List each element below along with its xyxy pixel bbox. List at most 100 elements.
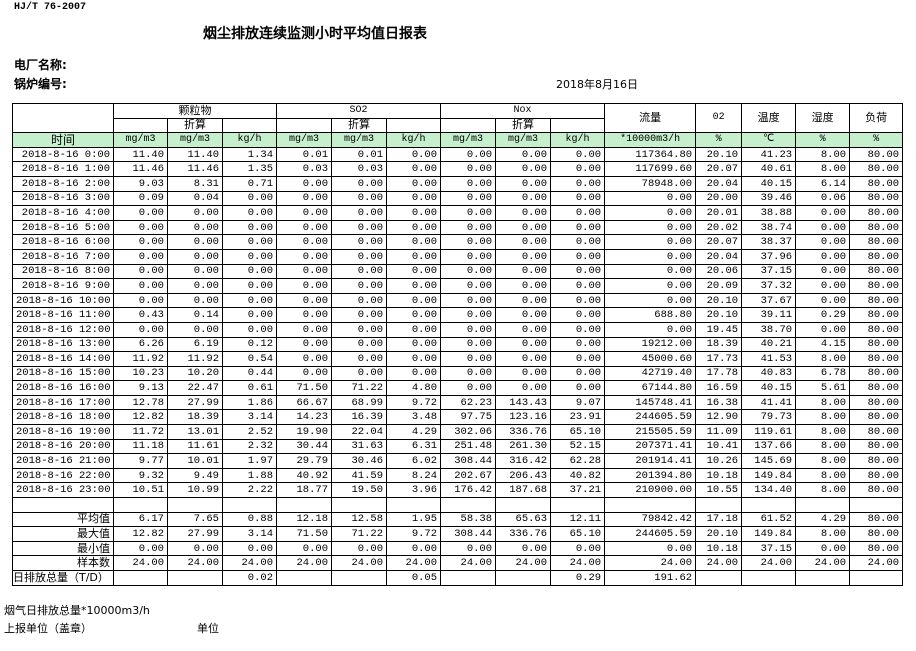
footer: 烟气日排放总量*10000m3/h 上报单位（盖章） 单位 (4, 604, 604, 644)
cell: 0.00 (440, 234, 497, 250)
summary-row-label: 样本数 (12, 555, 114, 571)
cell: 0.00 (386, 205, 442, 221)
cell: 20.07 (695, 161, 743, 177)
cell: 0.00 (550, 307, 606, 323)
cell: 37.67 (741, 292, 797, 309)
cell: 4.15 (795, 336, 851, 353)
cell: 1.35 (221, 161, 278, 177)
cell: 24.00 (386, 555, 442, 571)
cell: 210900.00 (604, 482, 697, 499)
cell: 8.00 (795, 409, 851, 426)
cell: 12.18 (276, 511, 333, 528)
cell: 11.92 (113, 351, 168, 367)
cell: 0.00 (386, 321, 442, 338)
unit-cell: % (795, 132, 851, 148)
blank-cell (440, 497, 497, 513)
cell: 13.01 (167, 424, 223, 440)
boiler-number-label: 锅炉编号: (14, 77, 67, 91)
cell: 5.61 (795, 380, 851, 396)
cell: 80.00 (849, 438, 904, 455)
cell: 0.00 (495, 175, 552, 192)
cell: 38.70 (741, 321, 797, 338)
cell: 0.00 (440, 205, 497, 221)
cell: 0.00 (795, 263, 851, 280)
cell: 80.00 (849, 234, 904, 250)
cell: 14.23 (276, 409, 333, 426)
cell: 191.62 (604, 570, 697, 586)
cell: 0.00 (276, 307, 333, 323)
cell: 0.00 (495, 234, 552, 250)
table-row: 2018-8-16 12:00 0.00 0.00 0.00 0.00 0.00 0.00 0… (12, 321, 904, 338)
cell: 12.78 (113, 394, 168, 411)
cell: 62.28 (550, 453, 606, 469)
header-blank (386, 117, 442, 134)
cell: 0.54 (221, 351, 278, 367)
cell: 0.00 (331, 292, 388, 309)
cell: 145748.41 (604, 394, 697, 411)
unit-cell: kg/h (386, 132, 442, 148)
cell: 0.03 (331, 161, 388, 177)
cell: 0.00 (331, 205, 388, 221)
cell: 0.00 (386, 365, 442, 382)
cell: 0.00 (550, 146, 606, 163)
cell: 0.00 (113, 292, 168, 309)
unit-cell: kg/h (550, 132, 606, 148)
cell: 12.82 (113, 409, 168, 426)
table-row: 2018-8-16 6:00 0.00 0.00 0.00 0.00 0.00 0.00 0.… (12, 234, 904, 250)
cell: 40.21 (741, 336, 797, 353)
cell (167, 570, 223, 586)
cell: 0.00 (495, 540, 552, 557)
cell: 80.00 (849, 307, 904, 323)
cell: 24.00 (849, 555, 904, 571)
cell: 0.00 (167, 263, 223, 280)
cell: 0.00 (276, 351, 333, 367)
cell: 0.00 (550, 175, 606, 192)
cell: 0.01 (331, 146, 388, 163)
cell: 65.63 (495, 511, 552, 528)
cell: 41.59 (331, 467, 388, 484)
header-load: 负荷 (849, 102, 904, 134)
cell: 207371.41 (604, 438, 697, 455)
cell: 0.00 (550, 248, 606, 265)
cell: 0.00 (495, 278, 552, 294)
summary-row-label: 平均值 (12, 511, 114, 528)
header-blank (440, 117, 497, 134)
cell: 40.92 (276, 467, 333, 484)
header-blank (12, 103, 114, 119)
cell: 20.10 (695, 292, 743, 309)
cell: 0.00 (386, 175, 442, 192)
cell: 52.15 (550, 438, 606, 455)
cell: 18.77 (276, 482, 333, 499)
cell: 302.06 (440, 424, 497, 440)
cell: 0.00 (495, 263, 552, 280)
cell: 0.00 (276, 234, 333, 250)
cell: 0.00 (495, 321, 552, 338)
cell: 80.00 (849, 540, 904, 557)
header-particulate: 颗粒物 (112, 103, 278, 119)
cell: 10.51 (113, 482, 168, 499)
cell: 143.43 (495, 394, 552, 411)
unit-cell: ℃ (741, 132, 797, 148)
header-flow: 流量 (604, 102, 697, 134)
cell: 24.00 (167, 555, 223, 571)
daily-total-row: 日排放总量（T/D） 0.02 0.05 0.29 191.62 (12, 570, 904, 586)
summary-row: 平均值 6.17 7.65 0.88 12.18 12.58 1.95 58.38 65.63 1… (12, 511, 904, 528)
table-row-label: 2018-8-16 12:00 (12, 321, 114, 338)
cell: 0.00 (221, 205, 278, 221)
cell: 0.00 (221, 278, 278, 294)
cell: 79.73 (741, 409, 797, 426)
cell: 80.00 (849, 467, 904, 484)
cell: 3.14 (221, 526, 278, 542)
header-o2: 02 (695, 102, 743, 134)
cell: 0.09 (113, 190, 168, 207)
cell: 0.00 (550, 336, 606, 353)
table-row-label: 2018-8-16 15:00 (12, 365, 114, 382)
cell: 9.72 (386, 526, 442, 542)
blank-cell (276, 497, 333, 513)
cell: 68.99 (331, 394, 388, 411)
cell: 0.00 (386, 540, 442, 557)
cell: 79842.42 (604, 511, 697, 528)
table-row-label: 2018-8-16 8:00 (12, 263, 114, 280)
cell: 0.00 (440, 351, 497, 367)
header-blank (221, 117, 278, 134)
